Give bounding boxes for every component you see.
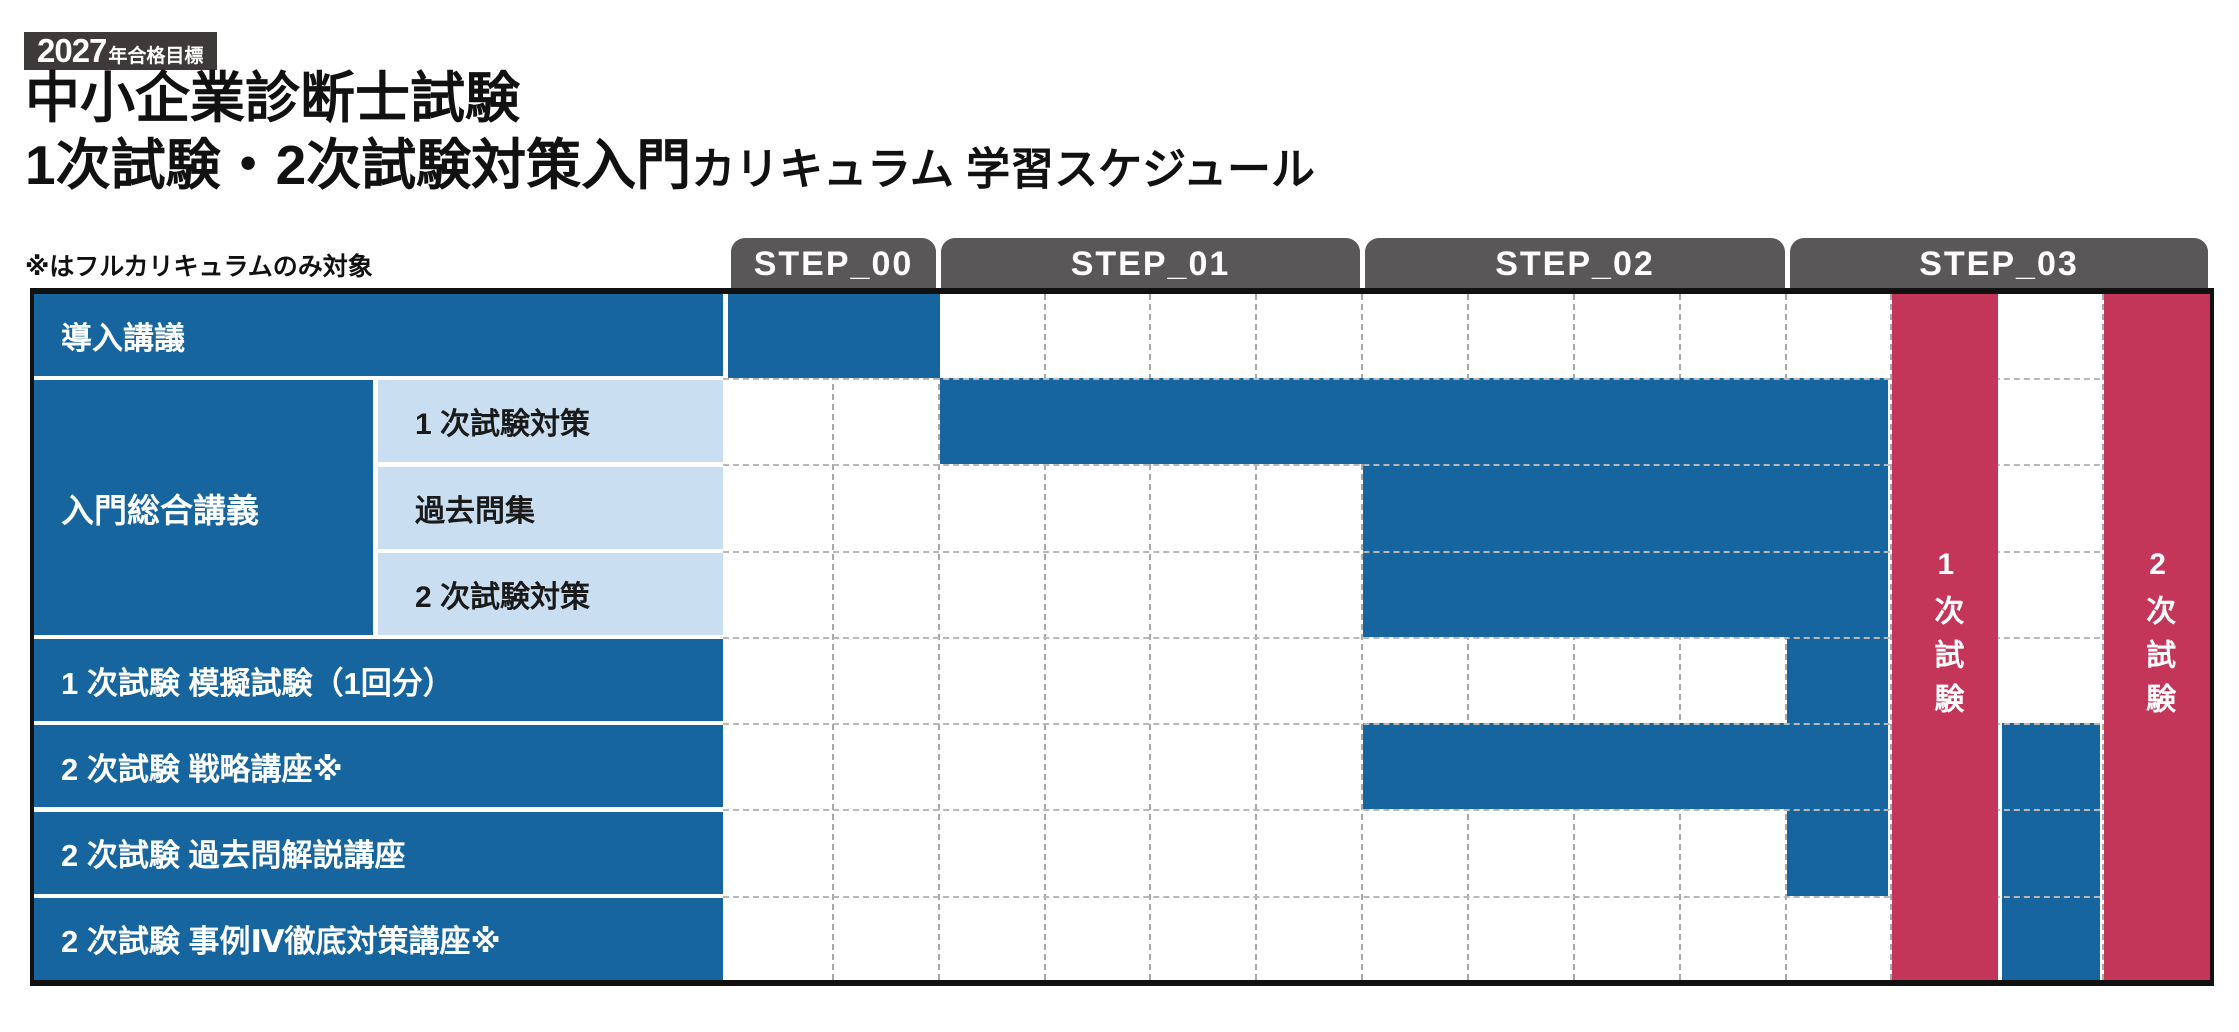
bar-kakomon-kaisetsu-before xyxy=(1786,809,1889,896)
gridline-horizontal xyxy=(723,723,2210,726)
bar-intro-lecture xyxy=(728,294,940,379)
exam-column-label: 1次試験 xyxy=(1929,547,1963,727)
row-label-jirei4-tettei-taisaku-koza: 2 次試験 事例Ⅳ徹底対策講座※ xyxy=(34,897,723,980)
gridline-horizontal xyxy=(723,378,2210,381)
sub-row-label-kakomonshu: 過去問集 xyxy=(378,466,723,549)
row-label-kakomon-kaisetsu-koza: 2 次試験 過去問解説講座 xyxy=(34,811,723,894)
exam-column-1ji-shiken: 1次試験 xyxy=(1892,294,1999,980)
bar-mogi-shiken xyxy=(1786,636,1889,724)
bar-jirei4-koza xyxy=(2002,895,2101,980)
row-label-senryaku-koza: 2 次試験 戦略講座※ xyxy=(34,725,723,808)
row-label-text: 2 次試験 事例Ⅳ徹底対策講座※ xyxy=(61,924,501,960)
row-label-intro-lecture: 導入講議 xyxy=(34,294,723,377)
gridline-horizontal xyxy=(723,636,2210,639)
page-title-line2-main: 1次試験・2次試験対策入門 xyxy=(25,134,692,196)
gridline-horizontal xyxy=(723,464,2210,467)
bar-senryaku-koza-after xyxy=(2002,723,2101,810)
row-label-text: 導入講議 xyxy=(61,320,185,356)
page-title-line1: 中小企業診断士試験 xyxy=(25,67,521,129)
row-label-text: 2 次試験 過去問解説講座 xyxy=(61,838,406,874)
row-label-text: 2 次試験 戦略講座※ xyxy=(61,751,343,787)
sub-row-label-2ji-taisaku: 2 次試験対策 xyxy=(378,552,723,635)
row-group-label-nyumon-sogo-kogi: 入門総合講義 xyxy=(34,380,373,635)
step-header-00: STEP_00 xyxy=(731,238,936,290)
step-header-02: STEP_02 xyxy=(1365,238,1785,290)
page-title-line2-sub: カリキュラム 学習スケジュール xyxy=(691,145,1316,194)
gridline-horizontal xyxy=(723,809,2210,812)
sub-row-label-text: 1 次試験対策 xyxy=(415,408,591,442)
step-header-03: STEP_03 xyxy=(1790,238,2208,290)
bar-kakomon-kaisetsu-after xyxy=(2002,809,2101,896)
page-title-line2: 1次試験・2次試験対策入門カリキュラム 学習スケジュール xyxy=(25,131,1315,211)
footnote: ※はフルカリキュラムのみ対象 xyxy=(25,253,373,281)
sub-row-label-text: 過去問集 xyxy=(415,494,535,528)
bar-1ji-taisaku xyxy=(939,378,1889,465)
gridline-horizontal xyxy=(723,895,2210,898)
exam-column-label: 2次試験 xyxy=(2141,547,2175,727)
row-label-text: 1 次試験 模擬試験（1回分） xyxy=(61,665,454,701)
sub-row-label-text: 2 次試験対策 xyxy=(415,580,591,614)
bar-senryaku-koza-before xyxy=(1363,723,1889,810)
bar-kakomonshu xyxy=(1363,464,1889,551)
badge-year-suffix: 年合格目標 xyxy=(108,46,204,67)
sub-row-label-1ji-taisaku: 1 次試験対策 xyxy=(378,380,723,463)
exam-column-2ji-shiken: 2次試験 xyxy=(2104,294,2210,980)
schedule-chart: 導入講議 入門総合講義 1 次試験対策 過去問集 2 次試験対策 1 次試験 模… xyxy=(30,288,2214,986)
step-header-01: STEP_01 xyxy=(941,238,1360,290)
badge-year: 2027 xyxy=(37,32,107,69)
bar-2ji-taisaku xyxy=(1363,550,1889,637)
group-label-text: 入門総合講義 xyxy=(61,491,259,529)
row-label-mogi-shiken: 1 次試験 模擬試験（1回分） xyxy=(34,639,723,722)
target-year-badge: 2027 年合格目標 xyxy=(24,32,217,70)
gridline-horizontal xyxy=(723,550,2210,553)
